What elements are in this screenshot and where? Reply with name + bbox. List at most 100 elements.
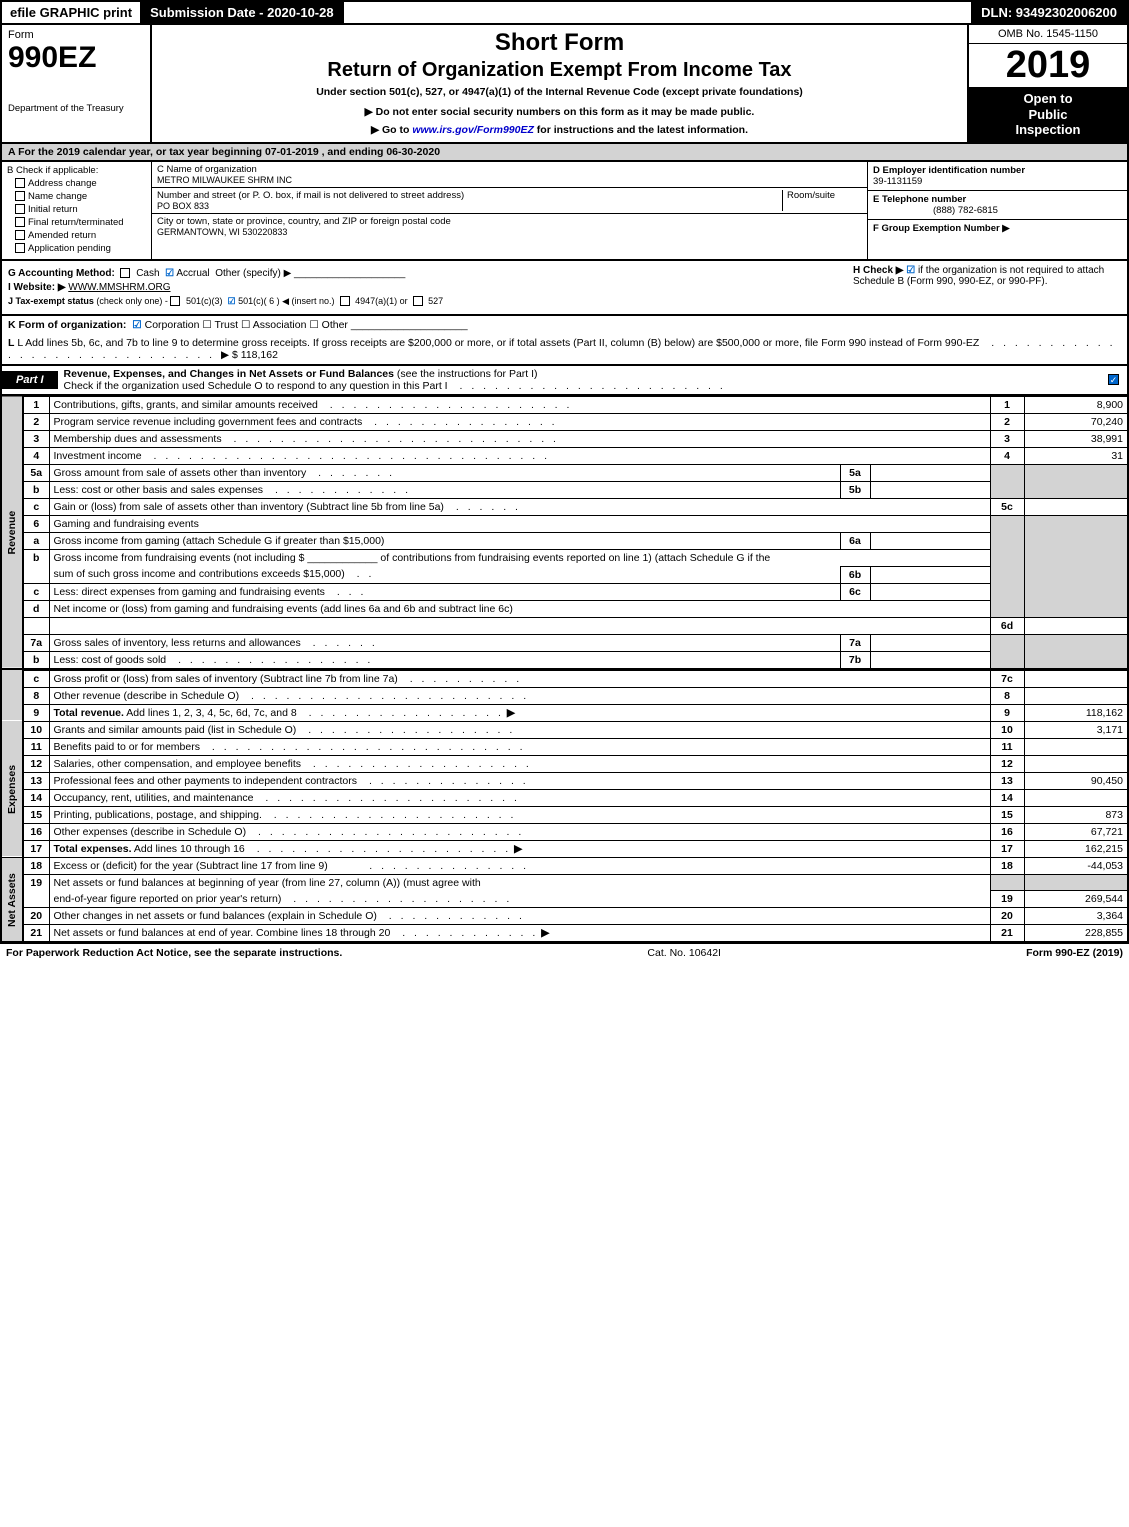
line-14: 14 Occupancy, rent, utilities, and maint…: [1, 789, 1128, 806]
city-label: City or town, state or province, country…: [157, 216, 862, 227]
line-19b: end-of-year figure reported on prior yea…: [1, 891, 1128, 908]
section-b: B Check if applicable: Address change Na…: [2, 162, 152, 259]
chk-cash[interactable]: [120, 268, 130, 278]
l-line: L L Add lines 5b, 6c, and 7b to line 9 t…: [0, 334, 1129, 366]
omb-number: OMB No. 1545-1150: [969, 25, 1127, 44]
chk-accrual[interactable]: ☑: [165, 268, 174, 279]
chk-h[interactable]: ☑: [906, 265, 915, 276]
line-5c: c Gain or (loss) from sale of assets oth…: [1, 498, 1128, 515]
b-title: B Check if applicable:: [7, 165, 146, 176]
period-bar: A For the 2019 calendar year, or tax yea…: [0, 144, 1129, 162]
f-label: F Group Exemption Number ▶: [873, 223, 1010, 234]
g-line: G Accounting Method: Cash ☑ Accrual Othe…: [8, 268, 841, 279]
i-label: I Website: ▶: [8, 282, 66, 293]
line-7a: 7a Gross sales of inventory, less return…: [1, 634, 1128, 651]
dln-label: DLN: 93492302006200: [971, 2, 1127, 23]
line-15: 15 Printing, publications, postage, and …: [1, 806, 1128, 823]
line-6d-real: 6d: [1, 617, 1128, 634]
footer-left: For Paperwork Reduction Act Notice, see …: [6, 947, 342, 959]
line-2: 2 Program service revenue including gove…: [1, 413, 1128, 430]
k-label: K Form of organization:: [8, 319, 126, 331]
part-1-title: Revenue, Expenses, and Changes in Net As…: [64, 368, 394, 380]
addr-row: Number and street (or P. O. box, if mail…: [152, 188, 867, 214]
chk-name-change[interactable]: Name change: [15, 191, 146, 202]
city-val: GERMANTOWN, WI 530220833: [157, 227, 862, 237]
open2: Public: [1028, 107, 1067, 122]
chk-527[interactable]: [413, 296, 423, 306]
chk-address-change[interactable]: Address change: [15, 178, 146, 189]
k-line: K Form of organization: ☑ Corporation ☐ …: [0, 316, 1129, 334]
line-6b-1: b Gross income from fundraising events (…: [1, 549, 1128, 566]
side-netassets: Net Assets: [1, 857, 23, 942]
irs-link[interactable]: www.irs.gov/Form990EZ: [412, 124, 534, 136]
line-5b: b Less: cost or other basis and sales ex…: [1, 481, 1128, 498]
line-10: Expenses 10 Grants and similar amounts p…: [1, 721, 1128, 738]
part-1-checkbox[interactable]: ✓: [1100, 370, 1127, 390]
header-right: OMB No. 1545-1150 2019 Open to Public In…: [967, 25, 1127, 142]
form-word: Form: [8, 29, 144, 41]
line-7b: b Less: cost of goods sold . . . . . . .…: [1, 651, 1128, 669]
line-12: 12 Salaries, other compensation, and emp…: [1, 755, 1128, 772]
org-name: METRO MILWAUKEE SHRM INC: [157, 175, 862, 185]
line-21: 21 Net assets or fund balances at end of…: [1, 925, 1128, 943]
subtitle: Under section 501(c), 527, or 4947(a)(1)…: [158, 86, 961, 98]
line-8: 8 Other revenue (describe in Schedule O)…: [1, 687, 1128, 704]
line-6: 6 Gaming and fundraising events: [1, 515, 1128, 532]
chk-501c3[interactable]: [170, 296, 180, 306]
chk-final-return[interactable]: Final return/terminated: [15, 217, 146, 228]
g-label: G Accounting Method:: [8, 268, 115, 279]
e-label: E Telephone number: [873, 194, 966, 205]
part-1-sub: (see the instructions for Part I): [397, 368, 538, 380]
section-def: D Employer identification number 39-1131…: [867, 162, 1127, 259]
lines-table: Revenue 1 Contributions, gifts, grants, …: [0, 396, 1129, 670]
open-to-public: Open to Public Inspection: [969, 87, 1127, 142]
phone-val: (888) 782-6815: [873, 205, 998, 216]
line-11: 11 Benefits paid to or for members . . .…: [1, 738, 1128, 755]
chk-initial-return[interactable]: Initial return: [15, 204, 146, 215]
side-revenue: Revenue: [1, 396, 23, 669]
group-exemption-row: F Group Exemption Number ▶: [868, 220, 1127, 237]
submission-date: Submission Date - 2020-10-28: [140, 2, 344, 23]
l-amt: ▶ $ 118,162: [221, 349, 278, 361]
efile-label[interactable]: efile GRAPHIC print: [2, 2, 140, 23]
goto-link: ▶ Go to www.irs.gov/Form990EZ for instru…: [158, 124, 961, 136]
gh-left: G Accounting Method: Cash ☑ Accrual Othe…: [2, 261, 847, 314]
line-6a: a Gross income from gaming (attach Sched…: [1, 532, 1128, 549]
i-line: I Website: ▶ WWW.MMSHRM.ORG: [8, 282, 841, 293]
website-link[interactable]: WWW.MMSHRM.ORG: [68, 282, 170, 293]
city-row: City or town, state or province, country…: [152, 214, 867, 239]
page-footer: For Paperwork Reduction Act Notice, see …: [0, 943, 1129, 962]
line-7c: . c Gross profit or (loss) from sales of…: [1, 670, 1128, 687]
chk-4947[interactable]: [340, 296, 350, 306]
dept-treasury: Department of the Treasury: [8, 103, 144, 114]
j-sub: (check only one) -: [96, 296, 168, 306]
line-17: 17 Total expenses. Add lines 10 through …: [1, 840, 1128, 857]
form-number: 990EZ: [8, 41, 144, 75]
goto-post: for instructions and the latest informat…: [534, 124, 748, 136]
line-18: Net Assets 18 Excess or (deficit) for th…: [1, 857, 1128, 874]
chk-application-pending[interactable]: Application pending: [15, 243, 146, 254]
line-1: Revenue 1 Contributions, gifts, grants, …: [1, 396, 1128, 413]
addr-val: PO BOX 833: [157, 201, 782, 211]
c-label: C Name of organization: [157, 164, 862, 175]
chk-501c[interactable]: ☑: [227, 296, 235, 306]
footer-right: Form 990-EZ (2019): [1026, 947, 1123, 959]
side-revenue-cont: .: [1, 670, 23, 721]
chk-amended-return[interactable]: Amended return: [15, 230, 146, 241]
open1: Open to: [1023, 91, 1072, 106]
header-left: Form 990EZ Department of the Treasury: [2, 25, 152, 142]
line-16: 16 Other expenses (describe in Schedule …: [1, 823, 1128, 840]
chk-corp[interactable]: ☑: [132, 319, 141, 331]
part-1-text: Revenue, Expenses, and Changes in Net As…: [58, 366, 1100, 394]
j-label: J Tax-exempt status: [8, 296, 94, 306]
open3: Inspection: [1015, 122, 1080, 137]
h-label: H Check ▶: [853, 265, 903, 276]
line-6c: c Less: direct expenses from gaming and …: [1, 583, 1128, 600]
ssn-note: ▶ Do not enter social security numbers o…: [158, 106, 961, 118]
line-4: 4 Investment income . . . . . . . . . . …: [1, 447, 1128, 464]
line-20: 20 Other changes in net assets or fund b…: [1, 908, 1128, 925]
line-6d: d Net income or (loss) from gaming and f…: [1, 600, 1128, 617]
k-opts: Corporation ☐ Trust ☐ Association ☐ Othe…: [145, 319, 348, 331]
phone-row: E Telephone number (888) 782-6815: [868, 191, 1127, 220]
top-bar: efile GRAPHIC print Submission Date - 20…: [0, 0, 1129, 25]
